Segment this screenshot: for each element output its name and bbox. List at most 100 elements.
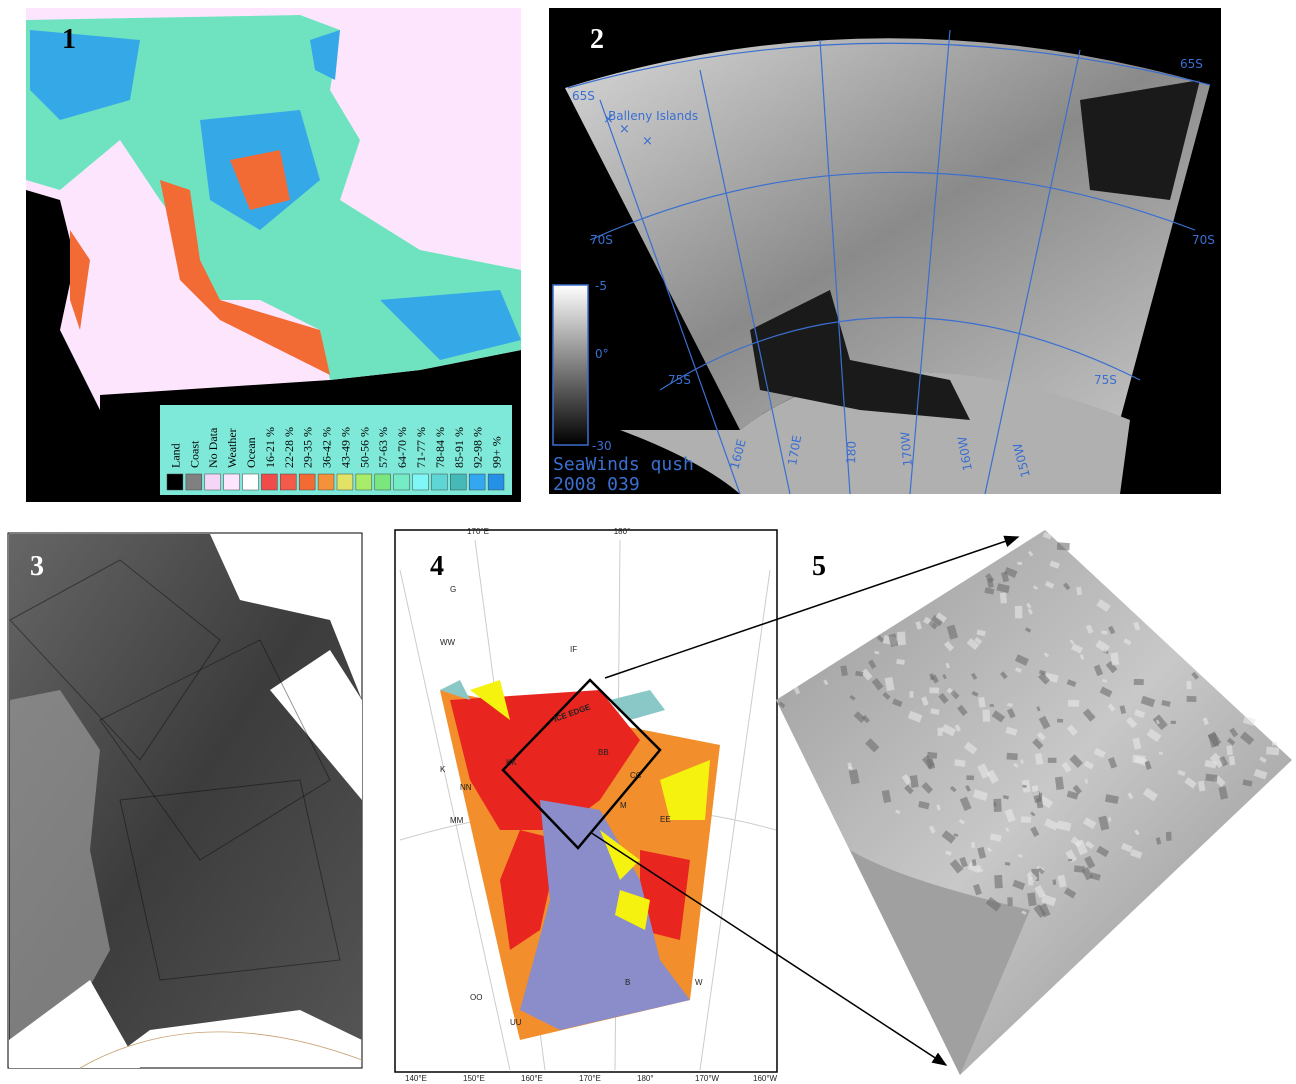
legend-swatch [224,474,240,490]
caption: SeaWinds qush [553,454,694,475]
map-label: EE [660,815,671,824]
legend-label: 50-56 % [357,427,371,468]
texture-patch [972,859,977,866]
texture-patch [1132,755,1145,763]
legend-swatch [318,474,334,490]
texture-patch [938,728,943,736]
legend-swatch [469,474,485,490]
legend-label: 64-70 % [395,427,409,468]
texture-patch [1057,719,1063,723]
panel-number: 4 [430,551,444,582]
panel-number: 5 [812,551,826,582]
texture-patch [1057,542,1070,550]
legend-label: 16-21 % [263,427,277,468]
place-label: Balleny Islands [608,109,698,123]
legend-swatch [431,474,447,490]
bottom-label: 170°E [579,1074,601,1083]
texture-patch [1187,696,1197,702]
map-label: CC [630,771,642,780]
texture-patch [1085,779,1088,784]
legend-label: 36-42 % [320,427,334,468]
legend-swatch [299,474,315,490]
grid-label: 180 [844,441,859,464]
panel-number: 2 [590,24,604,55]
texture-patch [1007,703,1013,707]
legend-label: Ocean [244,437,258,468]
bottom-label: 140°E [405,1074,427,1083]
texture-patch [1005,862,1010,866]
panel-4: 170°E180°ICE EDGEIFWWGBBKKNNKMMCCEEMBWOO… [395,527,778,1083]
legend-swatch [337,474,353,490]
texture-patch [1039,793,1042,799]
texture-patch [1068,859,1072,862]
marker: × [603,112,614,127]
legend-swatch [488,474,504,490]
texture-patch [1171,721,1176,724]
grid-label: 65S [1180,57,1203,71]
texture-patch [1048,758,1057,763]
texture-patch [1108,817,1111,821]
bottom-label: 170°W [695,1074,720,1083]
map-label: WW [440,638,456,647]
legend-swatch [167,474,183,490]
legend-swatch [243,474,259,490]
map-label: UU [510,1018,522,1027]
grid-label: 75S [668,373,691,387]
legend-label: 78-84 % [433,427,447,468]
map-label: KK [506,758,517,767]
map-label: G [450,585,456,594]
texture-patch [1159,752,1163,755]
texture-patch [1055,777,1064,790]
colorbar-label: -30 [592,439,612,453]
texture-patch [994,875,1003,889]
map-label: M [620,801,627,810]
legend-swatch [394,474,410,490]
texture-patch [1007,897,1012,906]
texture-patch [897,632,906,646]
texture-patch [978,869,983,872]
marker: × [619,122,630,137]
colorbar [553,285,588,445]
texture-patch [1272,742,1277,745]
texture-patch [1226,745,1232,755]
colorbar-label: 0° [595,347,609,361]
legend-swatch [413,474,429,490]
legend-swatch [186,474,202,490]
texture-patch [966,775,974,780]
map-label: MM [450,816,464,825]
legend-label: Coast [187,440,201,468]
grid-label: 75S [1094,373,1117,387]
panel-3: 3 [8,533,362,1068]
texture-patch [1068,700,1079,707]
map-label: K [440,765,446,774]
texture-patch [1166,832,1172,841]
texture-patch [982,710,990,722]
marker: × [642,134,653,149]
panel-2: 65S65S70S70S75S75S160E170E180170W160W150… [549,8,1221,495]
legend-swatch [205,474,221,490]
grid-label: 70S [1192,233,1215,247]
texture-patch [1015,606,1023,619]
map-label: B [625,978,630,987]
texture-patch [1021,816,1031,823]
map-label: BB [598,748,609,757]
texture-patch [910,691,914,697]
legend-swatch [280,474,296,490]
legend-label: 99+ % [490,436,504,468]
texture-patch [1101,631,1107,635]
colorbar-label: -5 [595,279,607,293]
texture-patch [1000,593,1007,604]
grid-label: 180° [614,527,631,536]
legend-label: Land [168,443,182,468]
panel-1: LandCoastNo DataWeatherOcean16-21 %22-28… [26,8,521,502]
legend-label: 92-98 % [471,427,485,468]
texture-patch [1186,681,1191,690]
texture-patch [1053,879,1057,885]
texture-patch [1134,679,1144,685]
texture-patch [971,842,975,848]
panel-5: 5 [776,530,1292,1075]
panel-number: 3 [30,551,44,582]
map-label: W [695,978,703,987]
bottom-label: 150°E [463,1074,485,1083]
texture-patch [990,704,994,707]
